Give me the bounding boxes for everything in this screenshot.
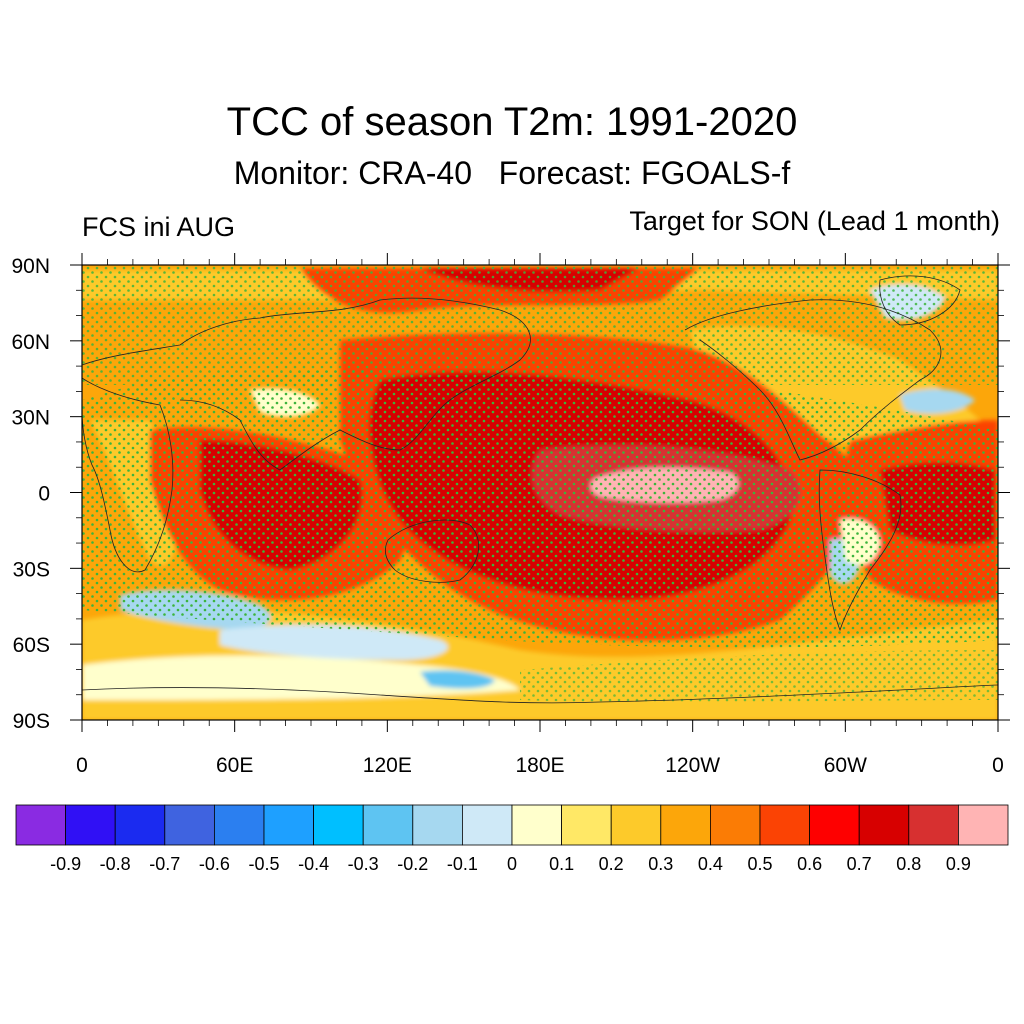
lat-tick-label: 30N xyxy=(11,407,50,430)
lat-tick-label: 60S xyxy=(13,634,50,657)
initialization-label: FCS ini AUG xyxy=(82,212,236,242)
lat-tick-label: 90S xyxy=(13,710,50,733)
lat-tick-label: 30S xyxy=(13,558,50,581)
colorbar-label: -0.1 xyxy=(447,854,478,874)
colorbar-label: -0.3 xyxy=(348,854,379,874)
lat-tick-label: 60N xyxy=(11,331,50,354)
colorbar-swatch xyxy=(511,804,562,846)
lon-tick-label: 120W xyxy=(665,754,720,777)
field-lightblue-north-atlantic xyxy=(900,388,975,414)
coast-north-america xyxy=(684,299,942,461)
colorbar-swatch xyxy=(263,804,314,846)
colorbar-swatch xyxy=(213,804,265,846)
colorbar-swatch xyxy=(362,804,414,846)
lon-tick-label: 0 xyxy=(76,754,88,777)
colorbar-swatch xyxy=(958,804,1009,846)
colorbar-label: 0.1 xyxy=(549,854,574,874)
significance-stippling-southern xyxy=(520,650,998,703)
longitude-axis: 0 60E 120E 180E 120W 60W 0 xyxy=(76,253,1004,777)
coast-australia xyxy=(384,519,479,583)
colorbar-swatch xyxy=(660,804,711,846)
field-lightyellow-antarctic xyxy=(82,655,520,700)
colorbar-swatch xyxy=(15,804,66,846)
lon-tick-label: 180E xyxy=(515,754,564,777)
lon-tick-label: 0 xyxy=(992,754,1004,777)
coast-greenland xyxy=(879,275,961,326)
coast-eurasia xyxy=(82,297,531,471)
colorbar-swatch xyxy=(114,804,166,846)
colorbar-swatch xyxy=(908,804,959,846)
colorbar-label: -0.6 xyxy=(199,854,230,874)
colorbar-label: 0.7 xyxy=(847,854,872,874)
coastlines xyxy=(82,275,998,704)
coast-south-america xyxy=(818,469,902,632)
colorbar-label: -0.5 xyxy=(248,854,279,874)
colorbar-swatch xyxy=(461,804,513,846)
field-blue-antarctic-coast xyxy=(420,670,495,689)
colorbar-swatch xyxy=(858,804,910,846)
colorbar-label: -0.9 xyxy=(50,854,81,874)
colorbar-label: 0.2 xyxy=(599,854,624,874)
colorbar-swatch xyxy=(313,804,364,846)
colorbar-label: -0.8 xyxy=(100,854,131,874)
colorbar-label: 0 xyxy=(507,854,517,874)
latitude-axis: 90N 60N 30N 0 30S 60S 90S xyxy=(11,255,1010,733)
plot-title: TCC of season T2m: 1991-2020 xyxy=(226,100,798,144)
colorbar-swatch xyxy=(164,804,215,846)
field-lightblue-southern-ring xyxy=(220,624,448,660)
coast-africa xyxy=(82,377,174,573)
significance-stippling-tropics xyxy=(82,368,998,648)
lon-tick-label: 120E xyxy=(363,754,412,777)
correlation-map xyxy=(82,265,998,720)
colorbar-swatch xyxy=(759,804,810,846)
colorbar-swatch xyxy=(412,804,463,846)
lat-tick-label: 0 xyxy=(38,483,50,506)
colorbar-label: 0.4 xyxy=(698,854,723,874)
lat-tick-label: 90N xyxy=(11,255,50,278)
colorbar-label: -0.4 xyxy=(298,854,329,874)
lon-tick-label: 60E xyxy=(216,754,253,777)
colorbar: -0.9 -0.8 -0.7 -0.6 -0.5 -0.4 -0.3 -0.2 -0.1 0 0.1… xyxy=(15,804,1009,874)
colorbar-label: -0.2 xyxy=(397,854,428,874)
colorbar-label: 0.9 xyxy=(946,854,971,874)
target-season-label: Target for SON (Lead 1 month) xyxy=(629,206,1000,236)
colorbar-swatch xyxy=(610,804,662,846)
lon-tick-label: 60W xyxy=(824,754,867,777)
colorbar-label: -0.7 xyxy=(149,854,180,874)
colorbar-label: 0.6 xyxy=(797,854,822,874)
plot-subtitle: Monitor: CRA-40 Forecast: FGOALS-f xyxy=(233,155,791,191)
colorbar-label: 0.8 xyxy=(896,854,921,874)
colorbar-swatch xyxy=(809,804,860,846)
colorbar-swatch xyxy=(561,804,612,846)
colorbar-swatch xyxy=(65,804,116,846)
colorbar-label: 0.3 xyxy=(648,854,673,874)
significance-stippling-north xyxy=(82,265,998,385)
colorbar-label: 0.5 xyxy=(747,854,772,874)
colorbar-swatch xyxy=(710,804,761,846)
coast-antarctica xyxy=(82,684,998,704)
